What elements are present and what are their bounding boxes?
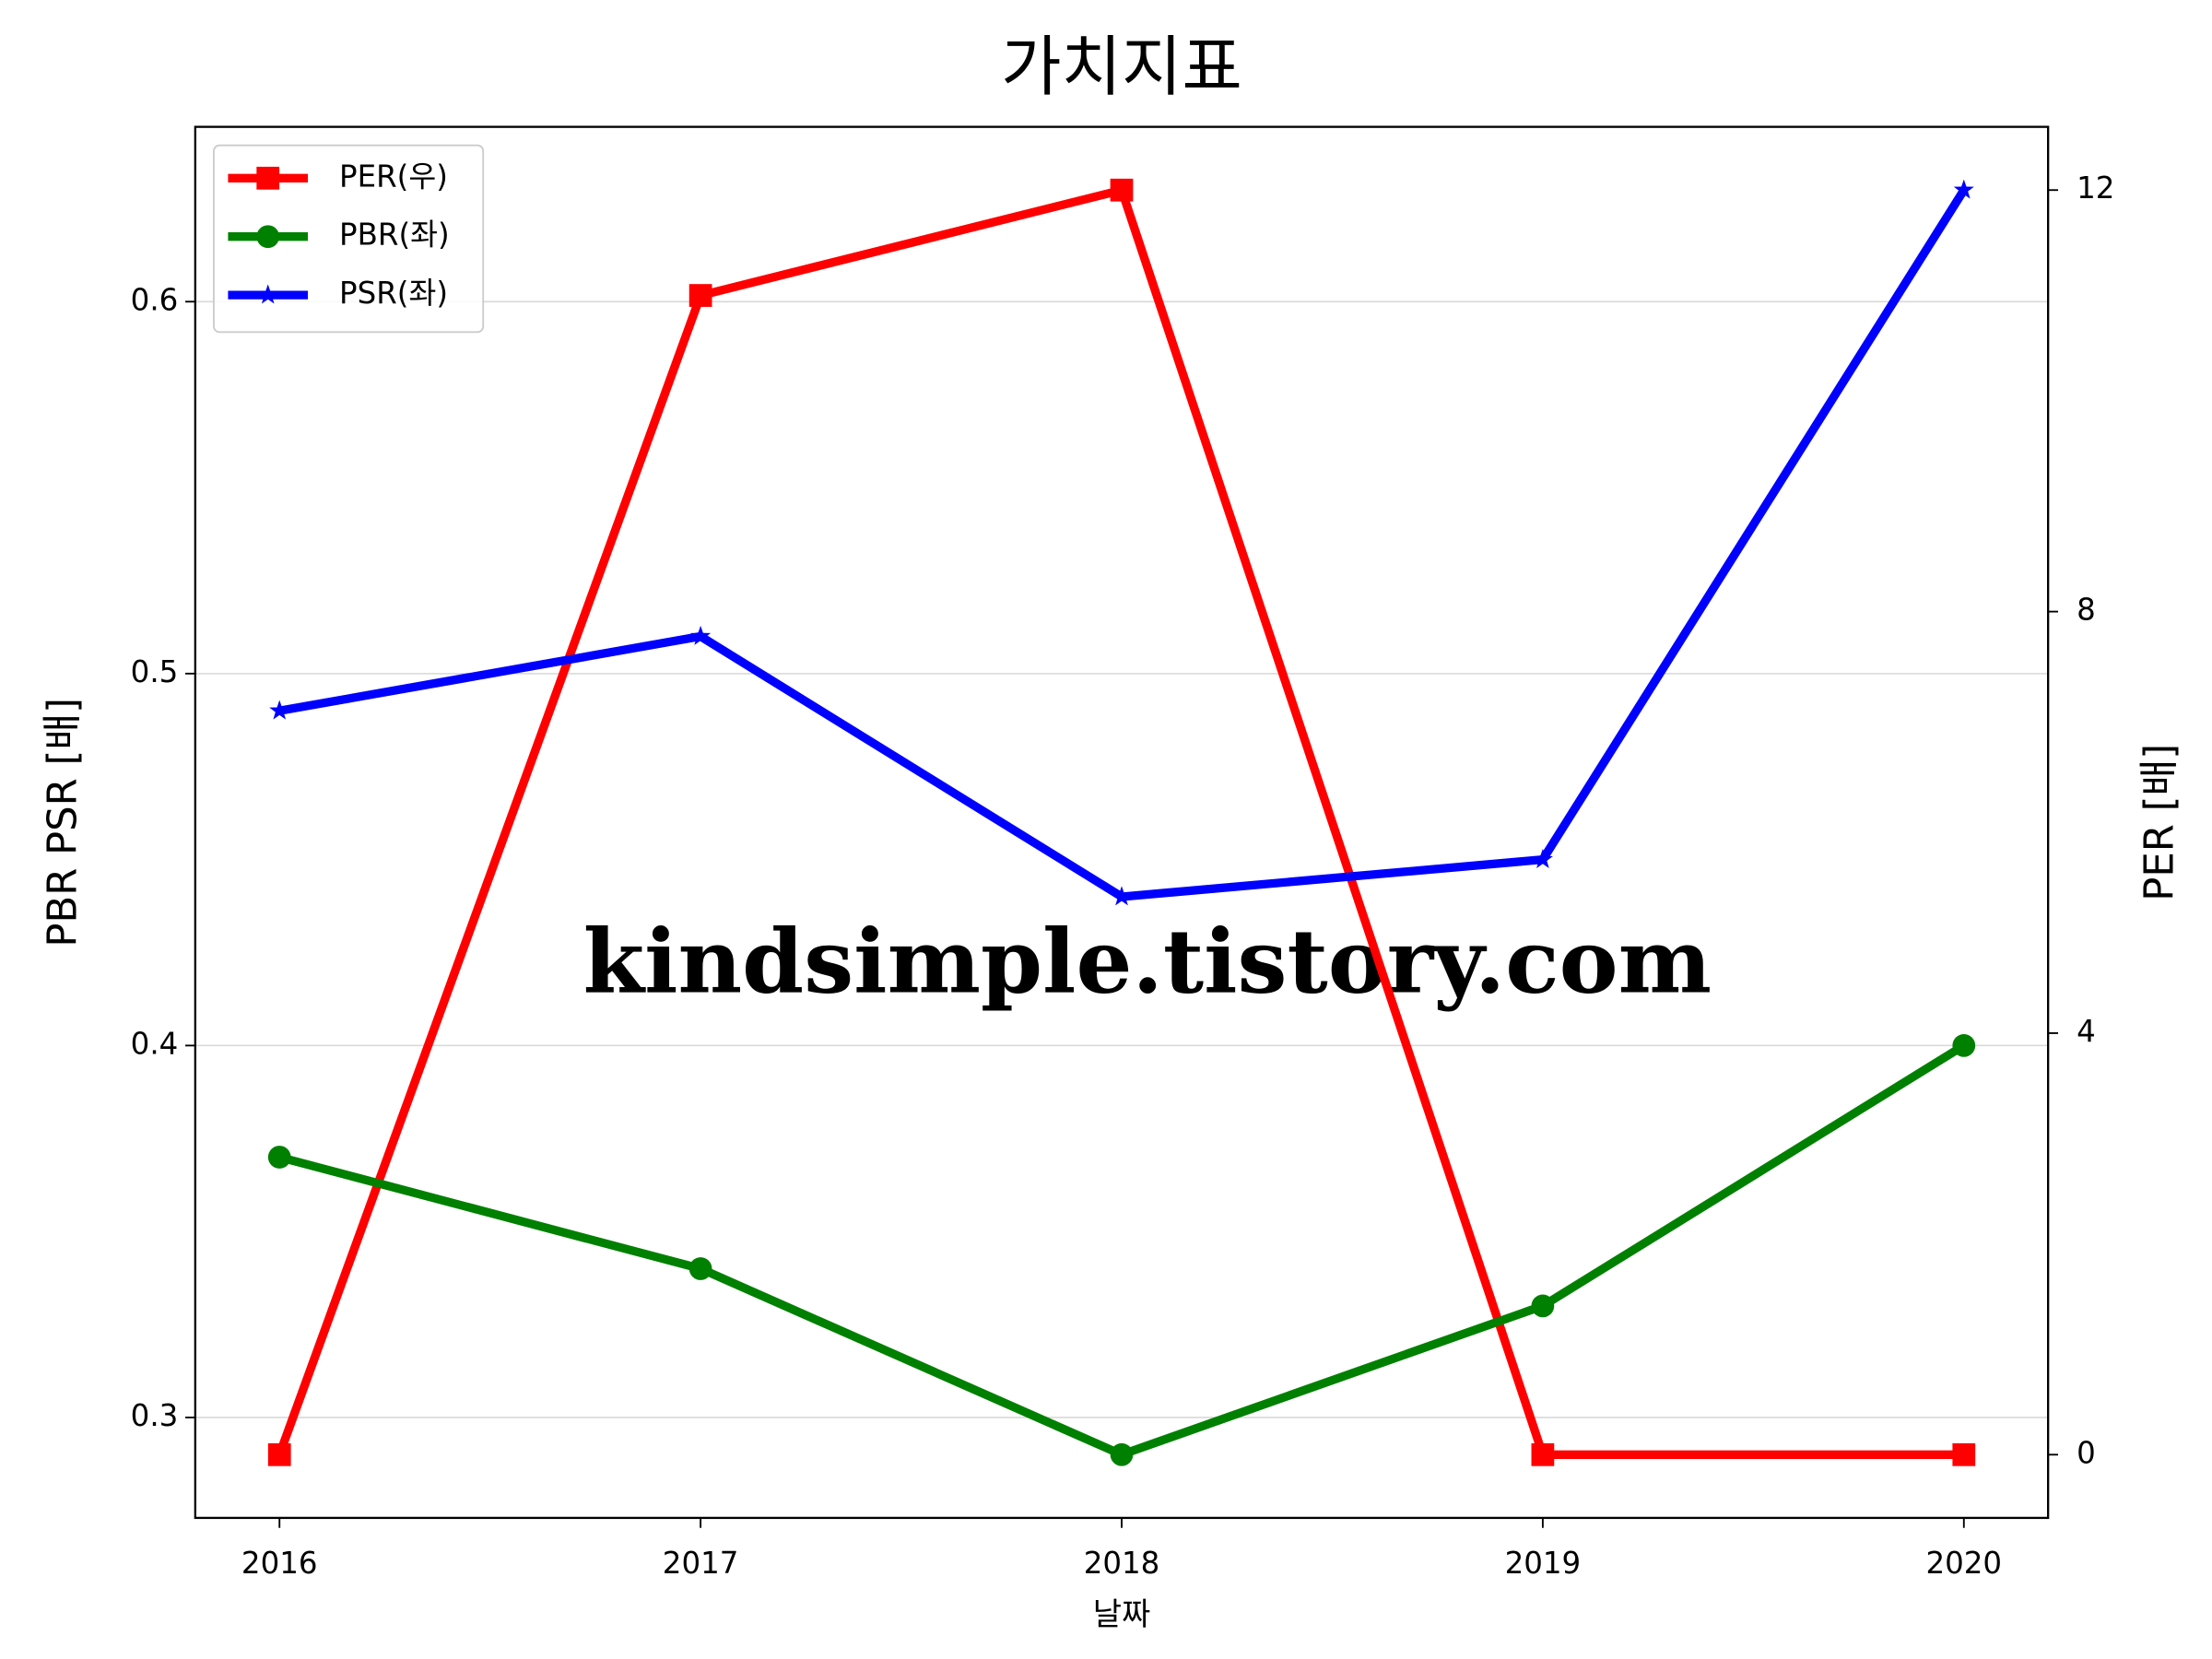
marker (1532, 849, 1553, 868)
marker (267, 1146, 291, 1169)
legend-label: PBR(좌) (339, 218, 450, 253)
y2-tick-label: 4 (2077, 1014, 2096, 1049)
marker (1110, 178, 1134, 202)
x-axis-label: 날짜 (1093, 1596, 1151, 1633)
x-tick-label: 2020 (1925, 1546, 2002, 1581)
legend-label: PER(우) (339, 159, 448, 194)
y2-tick-label: 0 (2077, 1435, 2096, 1470)
x-tick-label: 2018 (1084, 1546, 1160, 1581)
legend-marker (257, 284, 278, 304)
marker (688, 284, 712, 307)
legend-marker (256, 225, 280, 249)
y-axis-label: PBR PSR [배] (41, 698, 87, 947)
x-tick-label: 2016 (241, 1546, 318, 1581)
marker (267, 1442, 291, 1466)
legend-marker (256, 166, 280, 190)
y2-tick-label: 8 (2077, 593, 2096, 628)
marker (1952, 1034, 1976, 1057)
marker (688, 1257, 712, 1280)
legend-box (213, 144, 485, 334)
y-tick-label: 0.4 (131, 1026, 179, 1061)
marker (1531, 1442, 1555, 1466)
plot-frame (194, 125, 2050, 1520)
marker (690, 625, 712, 645)
marker (1110, 1442, 1134, 1466)
legend: PER(우) PBR(좌) PSR(좌) (213, 144, 485, 334)
y-tick-label: 0.3 (131, 1398, 179, 1433)
chart-title: 가치지표 (1001, 29, 1242, 105)
marker (1952, 1442, 1976, 1466)
y-tick-label: 0.6 (131, 282, 179, 317)
y2-tick-label: 12 (2077, 171, 2114, 206)
marker (1531, 1294, 1555, 1318)
y-tick-label: 0.5 (131, 654, 179, 689)
marker (269, 700, 290, 720)
x-tick-label: 2019 (1505, 1546, 1582, 1581)
x-tick-label: 2017 (663, 1546, 739, 1581)
legend-label: PSR(좌) (339, 276, 448, 311)
marker (1111, 886, 1133, 906)
watermark: kindsimple.tistory.com (583, 909, 1712, 1013)
y2-axis-label: PER [배] (2136, 744, 2183, 901)
marker (1953, 179, 1974, 199)
